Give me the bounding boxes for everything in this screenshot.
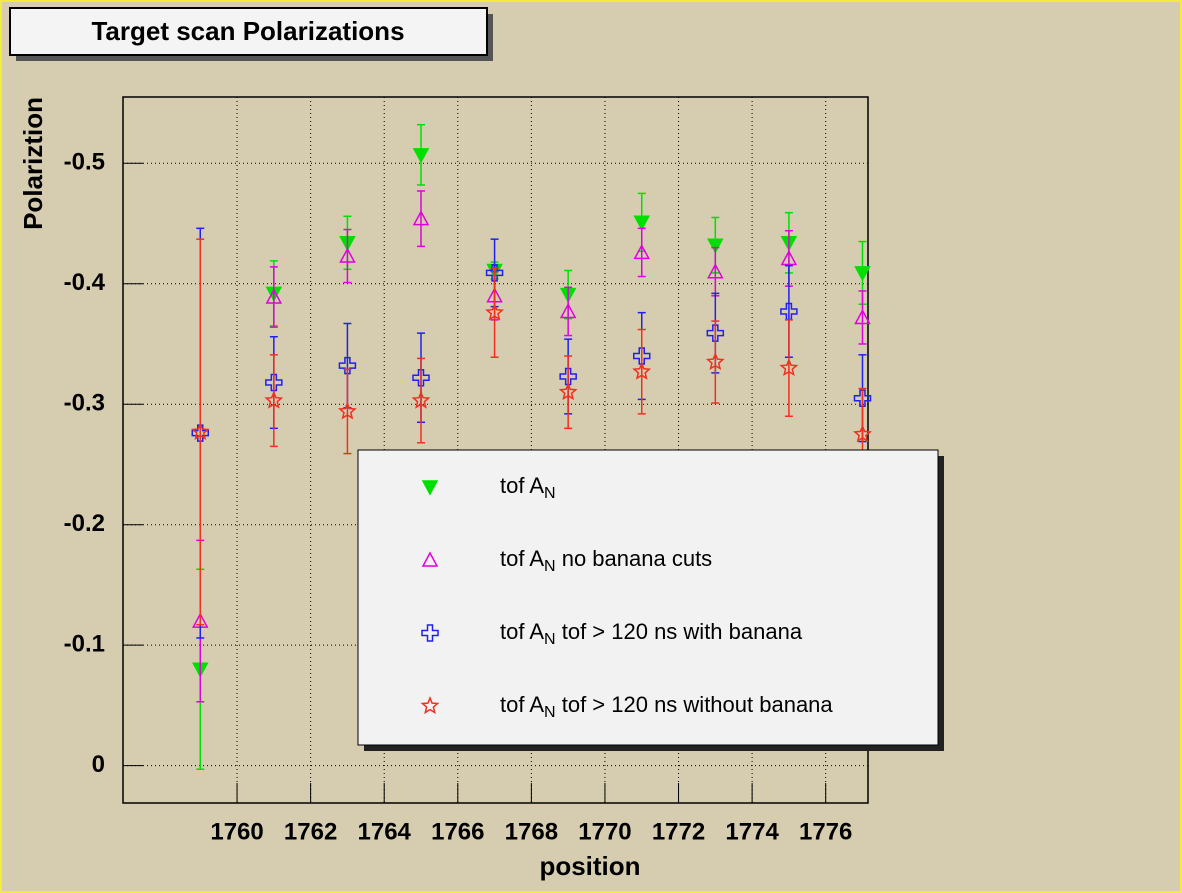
error-bar bbox=[269, 354, 278, 448]
title-box bbox=[9, 7, 488, 56]
y-tick-label: 0 bbox=[92, 751, 105, 778]
x-tick-label: 1774 bbox=[725, 818, 779, 845]
x-tick-label: 1770 bbox=[578, 818, 631, 845]
marker bbox=[633, 243, 650, 260]
error-bar bbox=[858, 290, 867, 345]
marker bbox=[485, 302, 505, 321]
chart-title: Target scan Polarizations bbox=[91, 16, 404, 46]
y-tick-label: -0.3 bbox=[64, 390, 105, 417]
x-tick-label: 1768 bbox=[505, 818, 558, 845]
error-bar bbox=[784, 319, 793, 418]
marker bbox=[632, 347, 651, 365]
error-bar bbox=[711, 320, 720, 404]
legend-marker bbox=[420, 696, 440, 715]
marker bbox=[411, 390, 431, 409]
error-bar bbox=[637, 328, 646, 415]
legend-box bbox=[357, 449, 939, 746]
marker bbox=[854, 308, 871, 325]
x-tick-label: 1764 bbox=[358, 818, 412, 845]
y-tick-label: -0.5 bbox=[64, 149, 105, 176]
marker bbox=[559, 367, 577, 386]
marker bbox=[412, 210, 430, 226]
marker bbox=[412, 148, 430, 164]
marker bbox=[339, 247, 356, 263]
x-tick-label: 1776 bbox=[799, 818, 852, 845]
marker bbox=[264, 390, 284, 409]
marker bbox=[780, 249, 798, 266]
marker bbox=[559, 302, 577, 319]
marker bbox=[705, 352, 725, 371]
marker bbox=[779, 358, 799, 377]
marker bbox=[412, 368, 430, 387]
marker bbox=[265, 373, 283, 392]
marker bbox=[853, 389, 872, 407]
legend-label: tof AN tof > 120 ns with banana bbox=[500, 619, 803, 648]
marker bbox=[191, 424, 210, 442]
error-bar bbox=[564, 286, 573, 337]
error-bar bbox=[637, 227, 646, 278]
marker bbox=[265, 288, 283, 304]
error-bar bbox=[564, 355, 573, 430]
y-tick-label: -0.4 bbox=[64, 269, 106, 296]
error-bar bbox=[490, 267, 499, 358]
error-bar bbox=[343, 228, 352, 284]
marker bbox=[632, 361, 652, 380]
legend-label: tof AN bbox=[500, 473, 556, 502]
x-tick-label: 1772 bbox=[652, 818, 705, 845]
marker bbox=[707, 238, 724, 254]
legend-marker bbox=[421, 551, 439, 567]
marker bbox=[853, 424, 872, 443]
error-bar bbox=[417, 190, 425, 248]
error-bar bbox=[269, 266, 278, 328]
x-tick-label: 1766 bbox=[431, 818, 484, 845]
marker bbox=[633, 215, 650, 231]
marker bbox=[190, 421, 210, 440]
legend-label: tof AN tof > 120 ns without banana bbox=[500, 692, 833, 721]
marker bbox=[854, 266, 871, 282]
marker bbox=[707, 263, 724, 279]
legend-marker bbox=[421, 480, 439, 496]
error-bar bbox=[196, 238, 205, 626]
y-tick-label: -0.2 bbox=[64, 510, 105, 537]
y-tick-label: -0.1 bbox=[64, 631, 105, 658]
legend-marker bbox=[421, 624, 439, 642]
x-tick-label: 1760 bbox=[210, 818, 263, 845]
x-tick-label: 1762 bbox=[284, 818, 337, 845]
marker bbox=[706, 324, 725, 342]
legend-label: tof AN no banana cuts bbox=[500, 546, 712, 575]
error-bar bbox=[343, 368, 352, 455]
marker bbox=[337, 401, 357, 420]
marker bbox=[338, 356, 357, 375]
marker bbox=[558, 382, 578, 401]
x-axis-title: position bbox=[539, 851, 640, 881]
marker bbox=[485, 264, 504, 282]
y-axis-title: Polariztion bbox=[18, 97, 48, 230]
error-bar bbox=[417, 357, 425, 444]
